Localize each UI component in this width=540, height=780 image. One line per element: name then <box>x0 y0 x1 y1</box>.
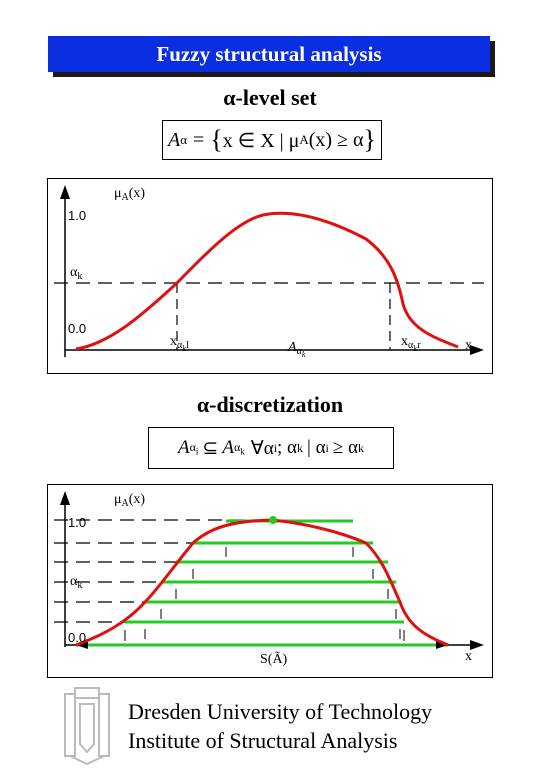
formula-eq: = <box>193 128 205 151</box>
formula-tail: (x) ≥ α <box>308 128 364 151</box>
membership-curve <box>75 211 459 351</box>
x-axis-arrow-icon <box>470 345 484 355</box>
title-banner: Fuzzy structural analysis <box>48 36 490 72</box>
tick-zero-2: 0.0 <box>68 630 86 645</box>
formula2-sep: ; α <box>277 437 298 458</box>
x-axis-label-2: x <box>465 649 472 664</box>
alpha-k-label-2: αk <box>70 574 82 591</box>
formula2-lhs: A <box>177 437 190 458</box>
formula2-forall: ∀α <box>250 437 274 459</box>
x-axis-arrow-icon-2 <box>470 640 484 650</box>
formula-body: x ∈ X | μ <box>222 129 300 152</box>
x-axis-label: x <box>465 338 472 353</box>
formula-open-brace: { <box>210 125 223 154</box>
alpha-discretization-heading: α-discretization <box>196 392 344 417</box>
formula2-subset: ⊆ <box>202 437 219 459</box>
formula2-lhs-sub: α <box>189 439 196 454</box>
footer-institute: Institute of Structural Analysis <box>128 728 398 753</box>
formula2-lhs-subsub: i <box>195 446 199 457</box>
y-label: μA(x) <box>114 186 145 203</box>
footer-university: Dresden University of Technology <box>128 699 433 724</box>
set-a-alpha-label: Aαk <box>287 340 306 359</box>
x-alpha-left-label: xαkl <box>170 334 189 353</box>
alpha-level-set-heading: α-level set <box>223 85 317 110</box>
formula2-i: i <box>325 440 329 455</box>
formula2-rhs-sub: α <box>233 439 241 454</box>
y-label-2: μA(x) <box>114 492 145 509</box>
tick-zero: 0.0 <box>68 321 86 336</box>
formula2-bar: | α <box>307 437 326 458</box>
formula-mu-sub: A <box>299 132 309 147</box>
tick-one: 1.0 <box>68 208 86 223</box>
formula-lhs-sub: α <box>180 132 187 147</box>
peak-point <box>269 516 277 524</box>
support-label: S(Ã) <box>260 651 288 667</box>
formula2-k2: k <box>358 440 365 455</box>
formula2-k: k <box>297 440 304 455</box>
formula2-rhs: A <box>222 437 234 458</box>
formula2-forall-sub: i <box>273 440 278 455</box>
formula-lhs: A <box>167 128 181 151</box>
alpha-discretization-svg: μA(x) 1.0 αk 0.0 S(Ã) x <box>54 491 484 667</box>
support-arrow-right-icon <box>436 641 448 649</box>
interval-ticks <box>124 547 405 641</box>
x-alpha-right-label: xαkr <box>401 334 421 353</box>
alpha-k-label: αk <box>70 265 82 282</box>
alpha-discretization-plot: μA(x) 1.0 αk 0.0 S(Ã) x <box>47 484 493 678</box>
formula2-rhs-subsub: k <box>240 446 245 457</box>
formula-close-brace: } <box>363 125 377 154</box>
tu-dresden-logo-icon <box>64 687 110 766</box>
alpha-level-svg: μA(x) 1.0 αk 0.0 xαkl Aαk xαkr x <box>54 185 484 359</box>
tick-one-2: 1.0 <box>68 515 86 530</box>
alpha-level-plot: μA(x) 1.0 αk 0.0 xαkl Aαk xαkr x <box>47 178 493 374</box>
formula2-ge: ≥ α <box>332 437 359 458</box>
y-axis-arrow-icon-2 <box>60 491 70 505</box>
y-axis-arrow-icon <box>60 185 70 199</box>
